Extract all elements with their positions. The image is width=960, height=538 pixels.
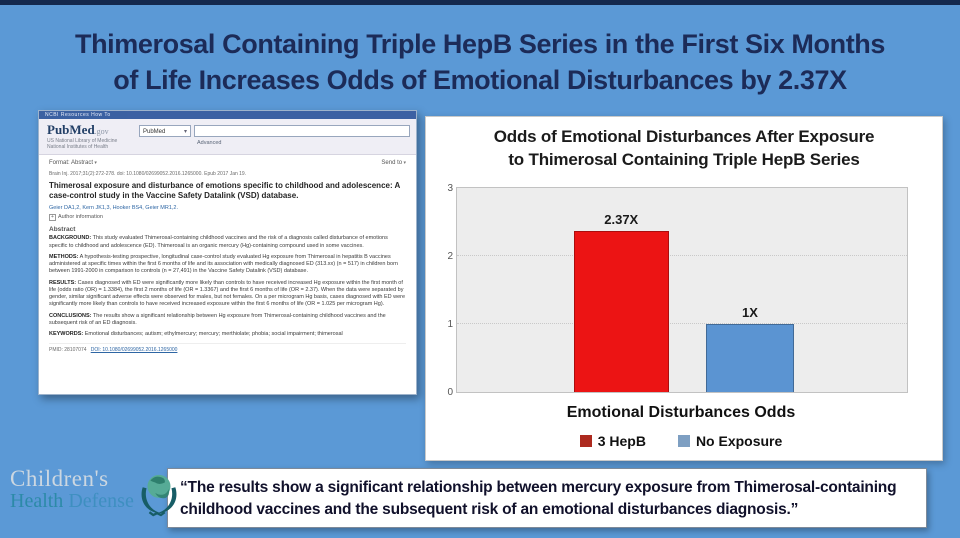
y-tick-0: 0	[447, 387, 453, 398]
abstract-section-background: BACKGROUND: This study evaluated Thimero…	[49, 235, 406, 250]
slide-title-line1: Thimerosal Containing Triple HepB Series…	[74, 29, 886, 59]
gridline-1	[457, 323, 907, 325]
nlm-line: US National Library of Medicine	[47, 138, 118, 144]
ncbi-toolbar: NCBI Resources How To	[39, 111, 416, 119]
chart-title: Odds of Emotional Disturbances After Exp…	[426, 126, 942, 172]
legend-item-3hepb: 3 HepB	[579, 433, 646, 449]
chart-title-line1: Odds of Emotional Disturbances After Exp…	[493, 127, 875, 146]
y-tick-3: 3	[447, 183, 453, 194]
slide-title: Thimerosal Containing Triple HepB Series…	[0, 26, 960, 98]
search-scope-value: PubMed	[143, 129, 166, 135]
pubmed-logo-text: PubMed.gov	[47, 123, 139, 138]
y-tick-1: 1	[447, 319, 453, 331]
chd-logo-line2: Health Defense	[10, 491, 134, 511]
quote-text: “The results show a significant relation…	[180, 479, 897, 519]
gridline-2	[457, 255, 907, 256]
section-label: CONCLUSIONS:	[49, 312, 92, 319]
section-label: BACKGROUND:	[49, 235, 92, 242]
bar-value-label: 2.37X	[604, 211, 639, 227]
chd-logo-line1: Children's	[10, 466, 109, 491]
search-bar: PubMed Advanced	[139, 123, 410, 146]
chd-logo: Children's Health Defense	[10, 466, 182, 518]
slide-top-border	[0, 0, 960, 5]
bar-value-label: 1X	[741, 305, 758, 321]
bar-group-3hepb: 2.37X	[574, 188, 669, 392]
ncbi-toolbar-text: NCBI Resources How To	[45, 112, 111, 118]
section-text: The results show a significant relations…	[49, 312, 386, 326]
abstract-heading: Abstract	[49, 226, 76, 234]
chd-defense: Defense	[68, 490, 134, 512]
expand-icon	[49, 214, 56, 222]
abstract-page: Format: Abstract Send to Brain Inj. 2017…	[39, 155, 416, 353]
section-label: KEYWORDS:	[49, 331, 84, 338]
legend-label: 3 HepB	[597, 433, 646, 449]
bar-group-no-exposure: 1X	[705, 188, 795, 392]
chart-panel: Odds of Emotional Disturbances After Exp…	[425, 116, 943, 461]
pubmed-logo-main: PubMed	[47, 122, 95, 137]
pubmed-logo-gov: .gov	[94, 127, 109, 136]
legend-swatch-blue	[677, 435, 690, 447]
abstract-section-keywords: KEYWORDS: Emotional disturbances; autism…	[49, 331, 406, 338]
nih-line: National Institutes of Health	[47, 144, 109, 150]
abstract-section-results: RESULTS: Cases diagnosed with ED were si…	[49, 280, 406, 309]
legend-swatch-red	[579, 435, 592, 447]
legend-label: No Exposure	[695, 433, 783, 449]
pmid: PMID: 28107074	[49, 347, 87, 354]
section-label: RESULTS:	[49, 279, 77, 286]
citation: Brain Inj. 2017;31(2):272-278. doi: 10.1…	[49, 171, 247, 177]
abstract-toolbar: Format: Abstract Send to	[49, 160, 406, 166]
abstract-section-methods: METHODS: A hypothesis-testing prospectiv…	[49, 254, 406, 276]
doi-link[interactable]: DOI: 10.1080/02699052.2016.1265000	[90, 347, 178, 354]
chart-title-line2: to Thimerosal Containing Triple HepB Ser…	[508, 149, 860, 169]
advanced-link[interactable]: Advanced	[197, 140, 222, 146]
quote-box: “The results show a significant relation…	[167, 468, 927, 528]
chd-logo-text: Children's Health Defense	[10, 466, 134, 511]
search-input[interactable]	[194, 125, 410, 137]
search-scope-select[interactable]: PubMed	[139, 125, 191, 137]
section-text: This study evaluated Thimerosal-containi…	[49, 235, 388, 249]
pubmed-header: PubMed.gov US National Library of Medici…	[39, 119, 416, 155]
bar-3hepb: 2.37X	[574, 212, 669, 392]
legend-item-no-exposure: No Exposure	[677, 433, 783, 449]
chd-health: Health	[10, 490, 64, 512]
author-information-label: Author information	[58, 214, 103, 221]
x-axis-label: Emotional Disturbances Odds	[566, 404, 796, 421]
hands-globe-icon	[141, 474, 177, 517]
author-information-toggle[interactable]: Author information	[49, 214, 406, 222]
section-text: A hypothesis-testing prospective, longit…	[49, 253, 398, 275]
abstract-section-conclusions: CONCLUSIONS: The results show a signific…	[49, 313, 406, 328]
pubmed-logo: PubMed.gov US National Library of Medici…	[47, 123, 139, 150]
send-to-dropdown[interactable]: Send to	[381, 160, 406, 166]
format-dropdown[interactable]: Format: Abstract	[49, 160, 97, 166]
plot-area: 0 1 2 3 2.37X 1X	[447, 183, 908, 398]
pubmed-screenshot: NCBI Resources How To PubMed.gov US Nati…	[38, 110, 417, 395]
chart-legend: 3 HepB No Exposure	[456, 433, 906, 449]
section-label: METHODS:	[49, 253, 79, 260]
section-text: Emotional disturbances; autism; ethylmer…	[84, 331, 343, 338]
bar-no-exposure: 1X	[705, 305, 795, 392]
author-links[interactable]: Geier DA1,2, Kern JK1,3, Hooker BS4, Gei…	[49, 205, 179, 212]
article-ids: PMID: 28107074 DOI: 10.1080/02699052.201…	[49, 343, 406, 353]
y-tick-2: 2	[447, 251, 453, 262]
article-title: Thimerosal exposure and disturbance of e…	[49, 181, 401, 201]
slide-title-line2: of Life Increases Odds of Emotional Dist…	[113, 65, 847, 95]
section-text: Cases diagnosed with ED were significant…	[49, 279, 406, 308]
